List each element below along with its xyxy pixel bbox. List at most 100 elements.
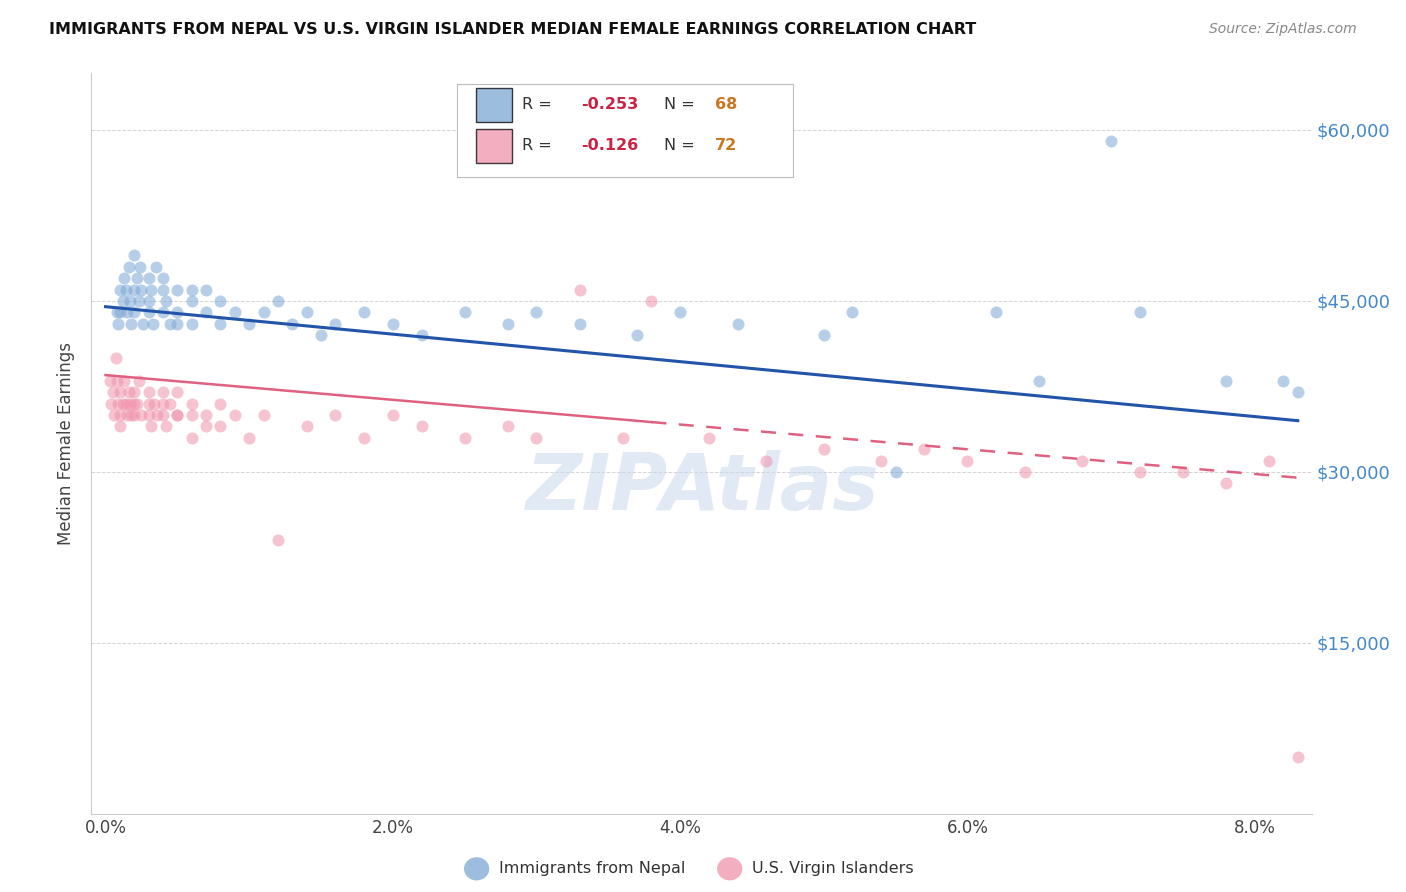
Point bbox=[115, 305, 138, 319]
Point bbox=[120, 408, 142, 422]
FancyBboxPatch shape bbox=[475, 87, 512, 122]
Point bbox=[122, 248, 145, 262]
Point bbox=[166, 385, 188, 400]
Point bbox=[138, 408, 160, 422]
Point bbox=[281, 317, 304, 331]
Point bbox=[141, 283, 163, 297]
Point bbox=[180, 396, 202, 410]
Point bbox=[152, 305, 174, 319]
Point bbox=[669, 305, 692, 319]
Point bbox=[105, 374, 128, 388]
Point bbox=[353, 305, 375, 319]
Point bbox=[180, 408, 202, 422]
Point bbox=[142, 317, 165, 331]
Point bbox=[1099, 134, 1122, 148]
Point bbox=[112, 271, 135, 285]
Point bbox=[180, 293, 202, 308]
Point bbox=[1028, 374, 1050, 388]
Point bbox=[108, 408, 131, 422]
Point bbox=[132, 317, 155, 331]
Point bbox=[884, 465, 907, 479]
Text: R =: R = bbox=[522, 97, 557, 112]
Point bbox=[152, 408, 174, 422]
Text: Source: ZipAtlas.com: Source: ZipAtlas.com bbox=[1209, 22, 1357, 37]
Point bbox=[103, 408, 125, 422]
Point bbox=[1286, 385, 1309, 400]
Point bbox=[411, 419, 433, 434]
Point bbox=[159, 396, 181, 410]
Point bbox=[912, 442, 935, 457]
Point bbox=[122, 396, 145, 410]
Point bbox=[127, 271, 149, 285]
Point bbox=[755, 453, 778, 467]
Point bbox=[195, 408, 218, 422]
Point bbox=[496, 419, 519, 434]
Point bbox=[870, 453, 893, 467]
Point bbox=[159, 317, 181, 331]
Point bbox=[209, 419, 232, 434]
Point bbox=[453, 431, 475, 445]
Point bbox=[128, 293, 150, 308]
Point bbox=[152, 283, 174, 297]
Point bbox=[118, 396, 141, 410]
Point bbox=[108, 283, 131, 297]
Text: 68: 68 bbox=[716, 97, 737, 112]
Point bbox=[166, 408, 188, 422]
Point bbox=[108, 385, 131, 400]
Point bbox=[1272, 374, 1295, 388]
Point bbox=[155, 419, 177, 434]
Point bbox=[105, 305, 128, 319]
Point bbox=[180, 317, 202, 331]
Point bbox=[626, 328, 648, 343]
Point bbox=[640, 293, 662, 308]
Point bbox=[107, 317, 129, 331]
Point bbox=[131, 283, 153, 297]
Point bbox=[252, 408, 274, 422]
Point bbox=[353, 431, 375, 445]
Point bbox=[114, 283, 136, 297]
Point bbox=[195, 419, 218, 434]
Point bbox=[813, 442, 835, 457]
Point bbox=[118, 293, 141, 308]
Point bbox=[108, 305, 131, 319]
Point bbox=[295, 419, 318, 434]
Point bbox=[209, 396, 232, 410]
Point bbox=[309, 328, 332, 343]
Point bbox=[122, 283, 145, 297]
Point bbox=[238, 317, 260, 331]
Point bbox=[138, 293, 160, 308]
Point bbox=[381, 317, 404, 331]
Point bbox=[224, 408, 246, 422]
Point bbox=[138, 396, 160, 410]
Point bbox=[145, 260, 167, 274]
Text: 72: 72 bbox=[716, 138, 737, 153]
Point bbox=[238, 431, 260, 445]
Point bbox=[115, 408, 138, 422]
Point bbox=[98, 374, 121, 388]
Point bbox=[108, 419, 131, 434]
Point bbox=[209, 293, 232, 308]
Point bbox=[1258, 453, 1281, 467]
Point bbox=[1286, 750, 1309, 764]
Text: U.S. Virgin Islanders: U.S. Virgin Islanders bbox=[752, 862, 914, 876]
Point bbox=[111, 293, 134, 308]
Point bbox=[267, 533, 290, 548]
Text: N =: N = bbox=[664, 138, 700, 153]
Point bbox=[180, 283, 202, 297]
Point bbox=[146, 408, 169, 422]
Point bbox=[129, 260, 152, 274]
Point bbox=[107, 396, 129, 410]
Point bbox=[111, 396, 134, 410]
Text: ZIPAtlas: ZIPAtlas bbox=[524, 450, 879, 526]
Point bbox=[117, 385, 139, 400]
Point bbox=[104, 351, 127, 365]
Point bbox=[152, 271, 174, 285]
Point bbox=[1129, 305, 1152, 319]
Point bbox=[117, 260, 139, 274]
Point bbox=[141, 419, 163, 434]
Text: -0.253: -0.253 bbox=[581, 97, 638, 112]
Point bbox=[841, 305, 863, 319]
Y-axis label: Median Female Earnings: Median Female Earnings bbox=[58, 342, 75, 545]
Point bbox=[325, 408, 347, 422]
Point bbox=[612, 431, 634, 445]
